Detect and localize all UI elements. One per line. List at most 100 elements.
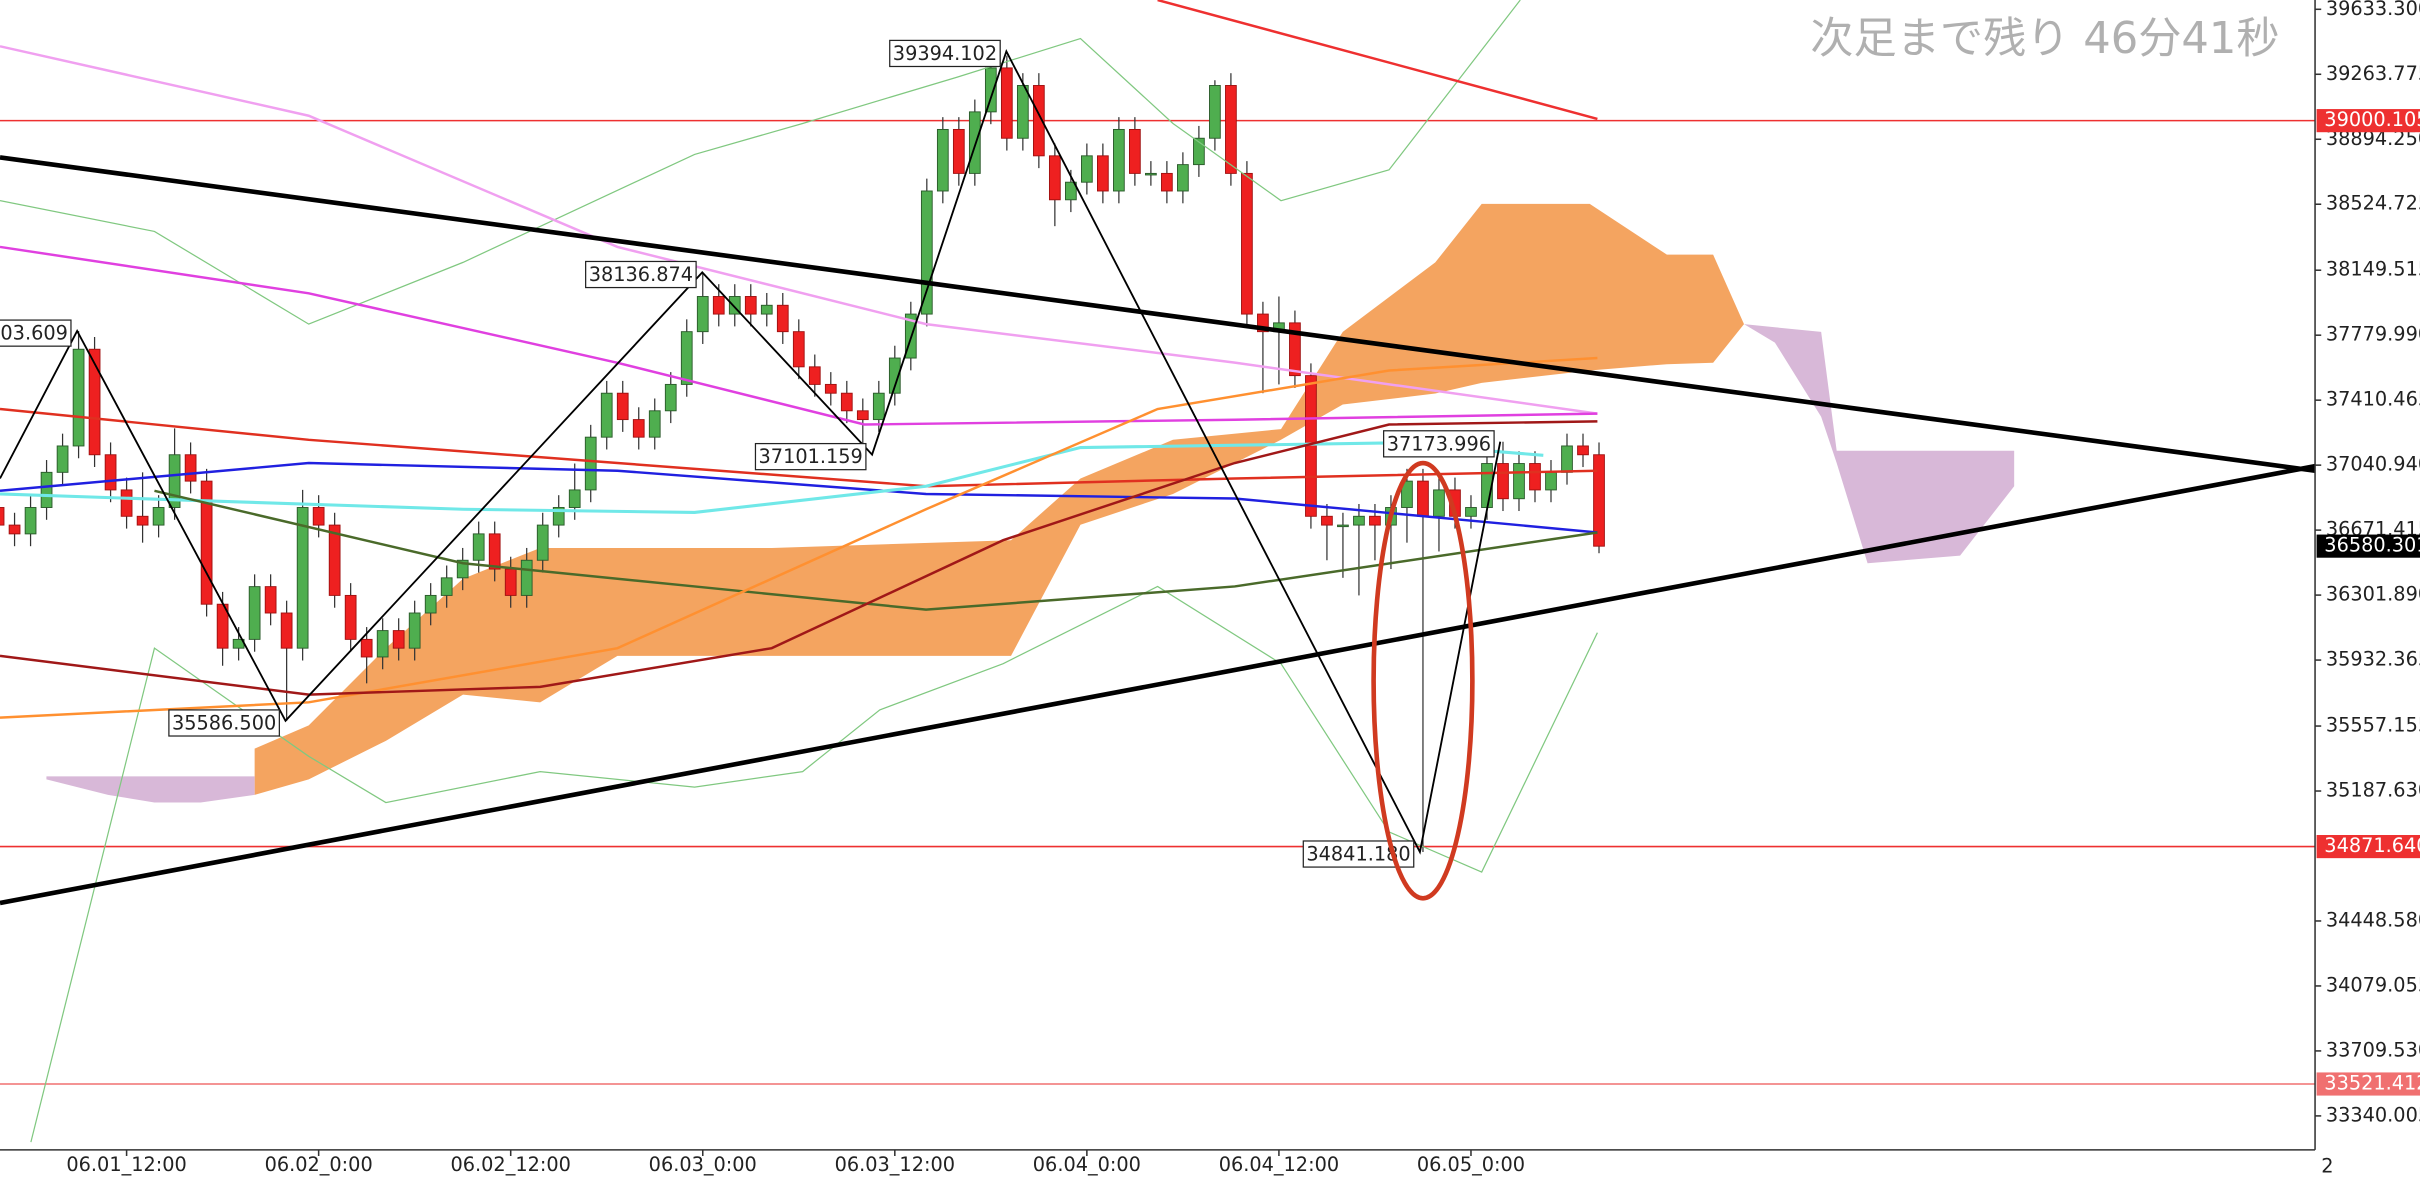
- candle-body: [568, 489, 581, 508]
- candle-body: [552, 507, 565, 526]
- candle-body: [72, 348, 85, 447]
- candle-body: [1097, 155, 1109, 192]
- candle-body: [184, 454, 197, 482]
- candle-body: [280, 612, 293, 649]
- candle-body: [24, 507, 37, 535]
- candle-body: [328, 524, 341, 596]
- level-label: 33521.412: [2324, 1072, 2420, 1095]
- candle-body: [488, 533, 501, 570]
- y-tick-label: 39263.775: [2326, 62, 2420, 85]
- candle-body: [728, 296, 741, 315]
- candle-body: [968, 111, 981, 174]
- candle-body: [712, 296, 725, 315]
- y-tick-label: 37779.990: [2326, 323, 2420, 346]
- candle-body: [344, 594, 357, 640]
- indicator-line: [1157, 0, 1598, 121]
- candle-body: [792, 331, 805, 368]
- indicator-line: [0, 45, 1598, 415]
- candle-body: [1081, 155, 1093, 183]
- candle-body: [696, 296, 709, 333]
- y-tick-label: 34448.580: [2326, 908, 2420, 931]
- indicator-line: [0, 0, 1521, 325]
- candle-body: [1337, 524, 1349, 528]
- candle-body: [1161, 172, 1173, 192]
- candle-body: [856, 410, 869, 421]
- candle-body: [872, 392, 885, 421]
- y-tick-label: 34079.055: [2326, 973, 2420, 996]
- candle-body: [1145, 172, 1157, 176]
- indicator-line: [0, 155, 2316, 474]
- candle-body: [616, 392, 629, 421]
- y-tick-label: 38149.515: [2326, 258, 2420, 281]
- candle-body: [1513, 463, 1525, 500]
- level-label-box: [2316, 109, 2420, 133]
- x-tick-label: 06.04_0:00: [1033, 1153, 1141, 1176]
- candle-body: [120, 489, 133, 517]
- candle-body: [1032, 85, 1045, 157]
- candle-body: [376, 630, 389, 658]
- annotation-label: 35586.500: [172, 711, 276, 734]
- candle-body: [1577, 445, 1589, 456]
- level-label-box: [2316, 1072, 2420, 1096]
- plot-area: 37803.609 35586.500 38136.874 37101.159 3939…: [0, 0, 2316, 1143]
- y-tick-label: 36301.890: [2326, 583, 2420, 606]
- y-tick-label: 38894.250: [2326, 127, 2420, 150]
- x-tick-label: 06.04_12:00: [1219, 1153, 1339, 1176]
- candle-body: [56, 445, 69, 473]
- indicator-line: [30, 585, 1598, 1143]
- candle-body: [1369, 515, 1381, 526]
- level-label: 39000.105: [2324, 108, 2420, 131]
- candle-body: [808, 366, 821, 385]
- candle-body: [952, 128, 965, 174]
- candle-body: [600, 392, 613, 438]
- candle-body: [1289, 322, 1301, 377]
- candle-body: [888, 357, 901, 394]
- annotation-label: 37803.609: [0, 322, 68, 345]
- candle-body: [1177, 164, 1189, 192]
- candle-body: [104, 454, 117, 491]
- candle-body: [392, 630, 405, 649]
- candle-body: [472, 533, 485, 561]
- candle-body: [136, 515, 149, 526]
- x-tick-label: 06.05_0:00: [1417, 1153, 1525, 1176]
- candle-body: [168, 454, 181, 508]
- candle-body: [1401, 480, 1413, 508]
- candle-body: [824, 383, 837, 394]
- corner-label: 2: [2321, 1154, 2333, 1177]
- candle-body: [648, 410, 661, 438]
- highlight-ellipse: [1371, 460, 1475, 901]
- candle-body: [312, 507, 325, 526]
- candle-body: [1064, 181, 1077, 201]
- y-tick-label: 33709.530: [2326, 1038, 2420, 1061]
- x-tick-label: 06.03_0:00: [649, 1153, 757, 1176]
- annotation-box: [0, 319, 72, 347]
- countdown-title: 次足まで残り 46分41秒: [1810, 14, 2279, 64]
- level-label: 36580.301: [2324, 534, 2420, 557]
- annotation-box: [1383, 430, 1495, 458]
- candle-body: [1048, 155, 1061, 201]
- candle-body: [664, 383, 677, 412]
- candle-body: [840, 392, 853, 412]
- candle-body: [1209, 85, 1221, 139]
- level-label-box: [2316, 534, 2420, 558]
- candle-body: [744, 296, 757, 315]
- annotation-box: [889, 39, 1001, 68]
- annotation-label: 39394.102: [893, 42, 997, 65]
- candle-body: [1593, 454, 1605, 547]
- x-tick-label: 06.01_12:00: [66, 1153, 186, 1176]
- candle-body: [40, 471, 53, 508]
- indicator-line: [0, 420, 1598, 696]
- candle-body: [1257, 313, 1269, 333]
- candle-body: [1561, 445, 1573, 473]
- candle-body: [1321, 515, 1333, 526]
- candle-body: [536, 524, 549, 561]
- candle-body: [1000, 67, 1013, 139]
- y-tick-label: 33340.005: [2326, 1103, 2420, 1126]
- candle-body: [1016, 85, 1029, 139]
- annotation-label: 37173.996: [1387, 432, 1491, 455]
- candle-body: [776, 304, 789, 333]
- indicator-line: [0, 441, 1544, 514]
